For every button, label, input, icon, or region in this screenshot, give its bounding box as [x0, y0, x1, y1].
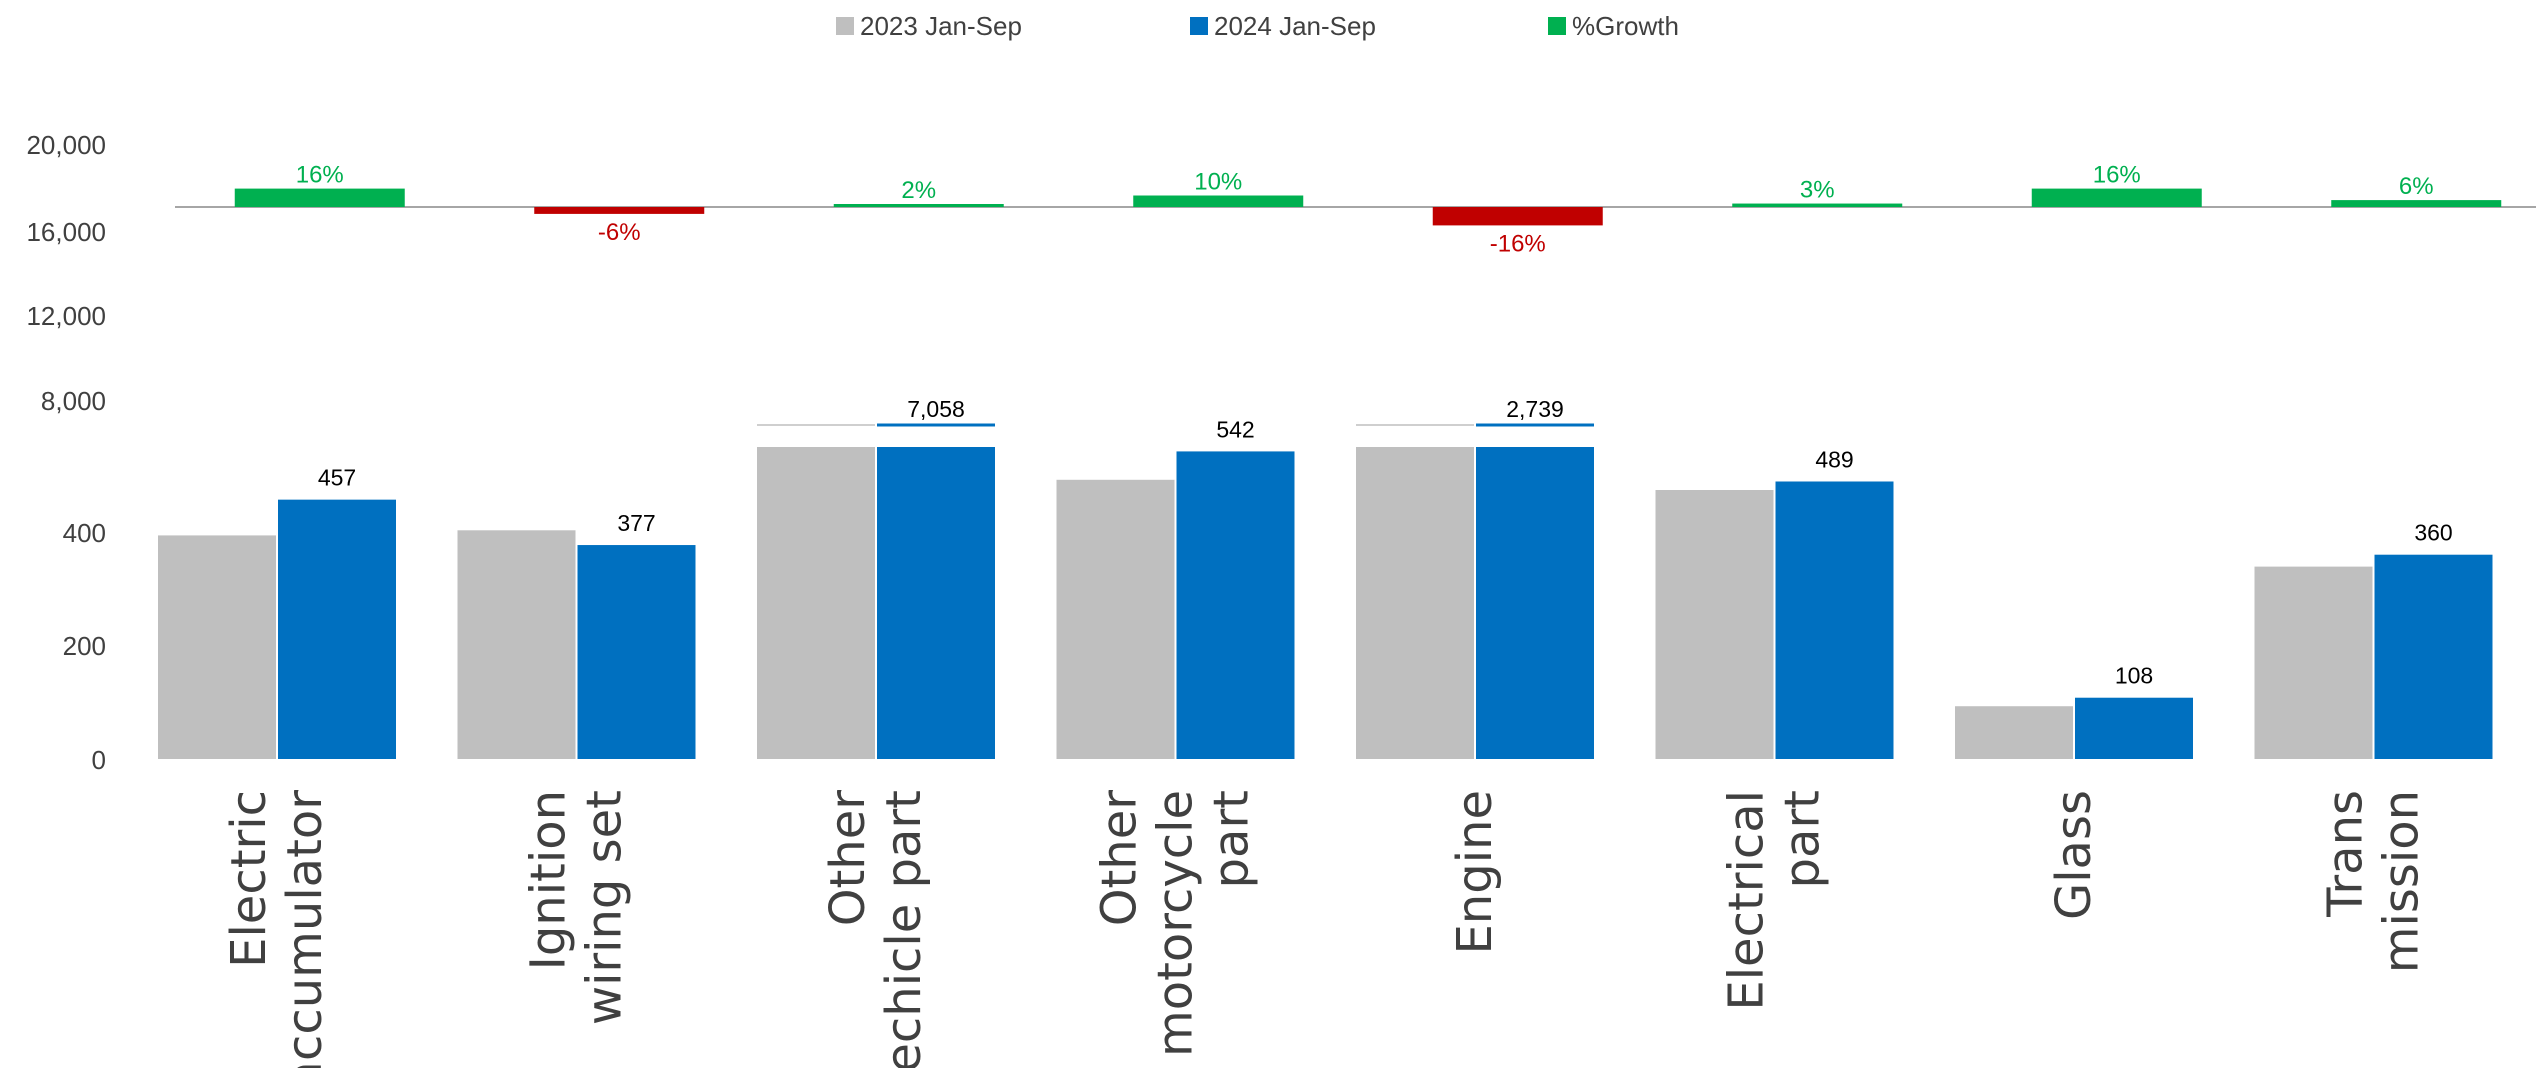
- growth-bar: [2331, 200, 2502, 207]
- category-label-line: vechicle part: [876, 790, 932, 1068]
- legend-label-1: 2024 Jan-Sep: [1214, 11, 1376, 41]
- category-label: Othermotorcyclepart: [1092, 790, 1260, 1057]
- category-label-line: Other: [1092, 790, 1148, 927]
- growth-data-label: -6%: [598, 219, 641, 246]
- bar-2023: [457, 530, 576, 759]
- category-label-line: motorcycle: [1148, 790, 1204, 1057]
- bar-2024-data-label: 360: [2414, 520, 2452, 546]
- bar-2024-data-label: 2,739: [1506, 396, 1564, 422]
- y-tick-label: 200: [63, 631, 106, 661]
- y-tick-label: 12,000: [26, 301, 106, 331]
- category-label: Glass: [2046, 790, 2102, 920]
- category-label-line: part: [1204, 790, 1260, 888]
- bar-2023: [1955, 706, 2073, 759]
- growth-bar: [234, 188, 405, 207]
- bar-2024: [2075, 697, 2193, 759]
- category-label-line: Electrical: [1719, 790, 1775, 1011]
- growth-data-label: 3%: [1800, 177, 1835, 204]
- category-label-line: Engine: [1447, 790, 1503, 955]
- growth-data-label: 10%: [1194, 169, 1242, 196]
- y-tick-label: 16,000: [26, 217, 106, 247]
- y-tick-label: 20,000: [26, 130, 106, 160]
- bar-2024: [2374, 554, 2493, 759]
- bar-2024: [877, 447, 995, 759]
- growth-bar: [1432, 207, 1603, 226]
- growth-bar: [2031, 188, 2202, 207]
- growth-series: 16% -6% 2% 10% -16% 3% 16% 6%: [175, 162, 2536, 257]
- category-label-line: Trans: [2318, 790, 2374, 918]
- growth-data-label: 2%: [901, 177, 936, 204]
- y-tick-label: 400: [63, 518, 106, 548]
- category-label-line: accumulator: [277, 790, 333, 1068]
- bar-2024: [577, 545, 696, 759]
- bar-2024-data-label: 489: [1815, 446, 1853, 472]
- bar-2024-data-label: 542: [1216, 416, 1254, 442]
- bar-2023: [757, 447, 875, 759]
- legend-swatch-1: [1190, 17, 1208, 35]
- bar-2023: [2254, 566, 2373, 759]
- category-label: Electricaccumulator: [221, 790, 333, 1068]
- bar-2024-data-label: 108: [2115, 663, 2153, 689]
- bar-2023: [1655, 490, 1774, 759]
- category-label-line: wiring set: [577, 790, 633, 1025]
- bar-2024: [1176, 451, 1295, 759]
- y-axis: 20,000 16,000 12,000 8,000 400 200 0: [26, 130, 106, 775]
- category-label: Engine: [1447, 790, 1503, 955]
- bar-series: 457 377 7,058 542 2,739 489 108 360: [158, 396, 2493, 759]
- bar-2023: [1356, 447, 1474, 759]
- bar-2024: [278, 499, 396, 759]
- bar-2024-data-label: 377: [617, 510, 655, 536]
- category-label-line: Glass: [2046, 790, 2102, 920]
- growth-data-label: 6%: [2399, 173, 2434, 200]
- growth-bar: [1133, 195, 1304, 207]
- bar-2024-data-label: 7,058: [907, 396, 965, 422]
- category-label-line: Other: [820, 790, 876, 927]
- y-tick-label: 0: [92, 745, 106, 775]
- category-label: Transmission: [2318, 790, 2430, 973]
- bar-2023: [1056, 479, 1175, 759]
- category-label: Othervechicle part: [820, 790, 932, 1068]
- legend: 2023 Jan-Sep 2024 Jan-Sep %Growth: [836, 11, 1679, 41]
- bar-2024-data-label: 457: [318, 465, 356, 491]
- legend-label-2: %Growth: [1572, 11, 1679, 41]
- category-label-line: part: [1775, 790, 1831, 888]
- legend-swatch-0: [836, 17, 854, 35]
- bar-2024: [1775, 481, 1894, 759]
- growth-data-label: 16%: [296, 162, 344, 189]
- growth-data-label: -16%: [1490, 230, 1546, 257]
- category-label-line: Ignition: [521, 790, 577, 970]
- category-label: Ignitionwiring set: [521, 790, 633, 1025]
- category-label: Electricalpart: [1719, 790, 1831, 1011]
- legend-label-0: 2023 Jan-Sep: [860, 11, 1022, 41]
- bar-2023: [158, 535, 276, 759]
- legend-swatch-2: [1548, 17, 1566, 35]
- growth-data-label: 16%: [2093, 162, 2141, 189]
- growth-bar: [534, 207, 705, 214]
- category-labels: Electricaccumulator Ignitionwiring set Oth…: [221, 790, 2430, 1068]
- category-label-line: Electric: [221, 790, 277, 968]
- y-tick-label: 8,000: [41, 386, 106, 416]
- bar-2024: [1476, 447, 1594, 759]
- growth-bar: [833, 204, 1004, 207]
- growth-bar: [1732, 203, 1903, 207]
- category-label-line: mission: [2374, 790, 2430, 973]
